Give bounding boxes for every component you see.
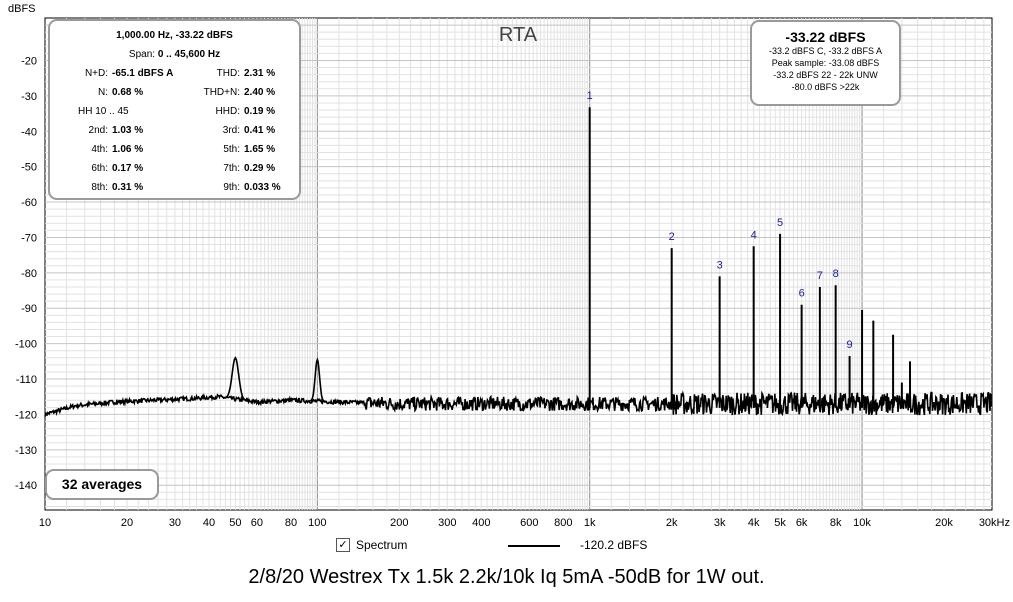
- averages-count: 32 averages: [61, 476, 143, 492]
- x-tick-label: 80: [285, 517, 297, 529]
- averages-panel[interactable]: 32 averages: [45, 469, 159, 500]
- harmonic-label: 9: [847, 339, 853, 351]
- x-tick-label: 100: [308, 517, 326, 529]
- y-tick-label: -100: [15, 339, 37, 351]
- stat-value: 2.31 %: [244, 68, 276, 79]
- stat-value: 2.40 %: [244, 87, 276, 98]
- legend-value: -120.2 dBFS: [580, 538, 648, 552]
- spectrum-checkbox[interactable]: ✓: [336, 538, 350, 552]
- stat-value: 0.19 %: [244, 106, 276, 117]
- stat-value: 0.033 %: [244, 182, 281, 193]
- level-unweighted: -33.2 dBFS 22 - 22k UNW: [773, 70, 878, 80]
- stat-label: HHD:: [215, 106, 240, 117]
- stat-label: 3rd:: [222, 125, 240, 136]
- stat-value: -65.1 dBFS A: [112, 68, 174, 79]
- x-tick-label: 4k: [748, 517, 760, 529]
- stat-label: 6th:: [91, 163, 108, 174]
- y-tick-label: -50: [21, 162, 37, 174]
- chart-axes: -20 -30 -40 -50 -60 -70 -80 -90 -100 -110 -120 -130…: [15, 55, 1010, 529]
- y-tick-label: -140: [15, 480, 37, 492]
- y-tick-label: -60: [21, 197, 37, 209]
- harmonic-label: 1: [587, 90, 593, 102]
- x-tick-label: 2k: [666, 517, 678, 529]
- x-tick-label: 50: [229, 517, 241, 529]
- span-value: 0 .. 45,600 Hz: [157, 49, 221, 60]
- harmonic-label: 7: [817, 270, 823, 282]
- stats-span: Span: 0 .. 45,600 Hz: [50, 49, 299, 60]
- x-tick-label: 10k: [853, 517, 871, 529]
- x-tick-label: 200: [390, 517, 408, 529]
- legend-label: Spectrum: [356, 538, 408, 552]
- x-tick-label: 6k: [796, 517, 808, 529]
- y-axis-title: dBFS: [8, 3, 36, 15]
- stat-label: 9th:: [223, 182, 240, 193]
- x-tick-label: 600: [520, 517, 538, 529]
- stat-label: THD:: [216, 68, 240, 79]
- stat-label: 7th:: [223, 163, 240, 174]
- stat-label: 2nd:: [88, 125, 108, 136]
- x-tick-label: 5k: [774, 517, 786, 529]
- x-tick-label: 8k: [830, 517, 842, 529]
- harmonic-label: 6: [799, 288, 805, 300]
- stat-label: 8th:: [91, 182, 108, 193]
- harmonic-label: 5: [777, 217, 783, 229]
- span-label: Span:: [128, 49, 156, 60]
- stats-header: 1,000.00 Hz, -33.22 dBFS: [116, 30, 233, 41]
- stat-label: N:: [98, 87, 108, 98]
- stat-label: 5th:: [223, 144, 240, 155]
- y-tick-label: -70: [21, 232, 37, 244]
- level-weighted: -33.2 dBFS C, -33.2 dBFS A: [768, 46, 883, 56]
- x-tick-label: 40: [203, 517, 215, 529]
- level-readout-panel[interactable]: -33.22 dBFS -33.2 dBFS C, -33.2 dBFS A P…: [750, 20, 901, 106]
- y-tick-label: -20: [21, 55, 37, 67]
- x-tick-label: 3k: [714, 517, 726, 529]
- harmonic-label: 3: [717, 259, 723, 271]
- x-tick-label: 10: [39, 517, 51, 529]
- stat-label: 4th:: [91, 144, 108, 155]
- stat-value: 0.31 %: [112, 182, 144, 193]
- spectrum-trace: [44, 107, 993, 417]
- x-tick-label: 20: [121, 517, 133, 529]
- y-tick-label: -110: [16, 374, 37, 386]
- stat-label: HH 10 .. 45: [78, 106, 129, 117]
- stat-value: 1.65 %: [244, 144, 276, 155]
- harmonic-label: 8: [833, 268, 839, 280]
- y-tick-label: -40: [21, 126, 37, 138]
- harmonic-label: 4: [751, 229, 757, 241]
- stat-value: 0.17 %: [112, 163, 144, 174]
- y-tick-label: -120: [15, 409, 37, 421]
- hum-peak: [309, 357, 326, 403]
- legend-swatch: [508, 545, 560, 547]
- distortion-stats-panel[interactable]: 1,000.00 Hz, -33.22 dBFS Span: 0 .. 45,6…: [48, 19, 301, 200]
- x-tick-label: 800: [554, 517, 572, 529]
- x-tick-label: 60: [251, 517, 263, 529]
- x-tick-label: 400: [472, 517, 490, 529]
- y-tick-label: -90: [21, 303, 37, 315]
- hum-peak: [223, 356, 248, 402]
- stat-value: 0.41 %: [244, 125, 276, 136]
- level-peak-sample: Peak sample: -33.08 dBFS: [771, 58, 880, 68]
- x-tick-label: 30: [169, 517, 181, 529]
- stat-value: 0.29 %: [244, 163, 276, 174]
- level-above-22k: -80.0 dBFS >22k: [791, 82, 860, 92]
- y-tick-label: -130: [15, 445, 37, 457]
- noise-floor-line: [44, 390, 993, 417]
- x-tick-label: 20k: [935, 517, 953, 529]
- level-main: -33.22 dBFS: [785, 29, 866, 45]
- caption: 2/8/20 Westrex Tx 1.5k 2.2k/10k Iq 5mA -…: [248, 566, 765, 588]
- x-tick-label: 300: [438, 517, 456, 529]
- y-tick-label: -30: [21, 91, 37, 103]
- harmonic-labels: 1 2 3 4 5 67 8 9: [587, 90, 853, 351]
- x-tick-label: 30kHz: [979, 517, 1010, 529]
- stat-value: 1.06 %: [112, 144, 144, 155]
- stat-label: N+D:: [84, 68, 108, 79]
- stat-value: 1.03 %: [112, 125, 144, 136]
- x-tick-label: 1k: [584, 517, 596, 529]
- chart-title: RTA: [499, 24, 538, 46]
- stat-value: 0.68 %: [112, 87, 144, 98]
- stat-label: THD+N:: [203, 87, 240, 98]
- y-tick-label: -80: [21, 268, 37, 280]
- harmonic-label: 2: [669, 231, 675, 243]
